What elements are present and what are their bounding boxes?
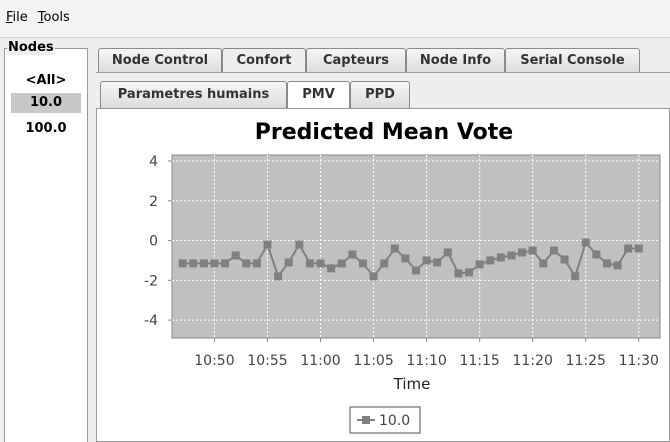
data-point — [295, 240, 304, 249]
data-point — [507, 251, 516, 260]
y-tick-label: -4 — [144, 313, 158, 329]
data-point — [199, 259, 208, 268]
data-point — [624, 244, 633, 253]
x-tick-label: 11:00 — [300, 353, 340, 369]
data-point — [581, 238, 590, 247]
y-tick-label: 0 — [149, 234, 158, 250]
data-point — [412, 266, 420, 275]
x-tick-label: 11:15 — [459, 353, 499, 369]
data-point — [274, 272, 283, 281]
data-point — [433, 258, 442, 267]
data-point — [380, 259, 389, 268]
x-tick-label: 10:55 — [247, 353, 287, 369]
data-point — [475, 260, 484, 269]
x-tick-label: 11:20 — [513, 353, 553, 369]
menu-item[interactable]: File — [6, 10, 28, 25]
nodes-title: Nodes — [7, 40, 55, 55]
data-point — [401, 254, 410, 263]
data-point — [348, 250, 357, 259]
data-point — [242, 259, 251, 268]
data-point — [454, 269, 463, 278]
data-point — [263, 240, 272, 249]
data-point — [518, 248, 527, 257]
tab-area: Node Control Confort Capteurs Node Info Seri… — [96, 48, 670, 442]
y-tick-label: 2 — [149, 194, 158, 210]
menu-bar: File Tools — [0, 0, 670, 38]
menu-item[interactable]: Tools — [37, 10, 70, 25]
x-tick-label: 11:30 — [619, 353, 659, 369]
data-point — [210, 259, 219, 268]
sub-tab[interactable]: PPD — [350, 81, 410, 108]
sub-tab[interactable]: PMV — [287, 81, 350, 108]
x-tick-label: 11:10 — [406, 353, 446, 369]
x-tick-label: 10:50 — [194, 353, 234, 369]
node-item[interactable]: 100.0 — [25, 121, 67, 136]
data-point — [560, 255, 569, 264]
data-point — [443, 248, 452, 257]
data-point — [369, 272, 378, 281]
data-point — [422, 256, 431, 265]
chart-title: Predicted Mean Vote — [255, 120, 513, 145]
data-point — [486, 256, 495, 265]
data-point — [496, 253, 505, 262]
tab[interactable]: Node Info — [406, 48, 505, 72]
data-point — [178, 259, 187, 268]
tab[interactable]: Serial Console — [505, 48, 640, 72]
data-point — [189, 259, 198, 268]
tab[interactable]: Node Control — [98, 48, 222, 72]
data-point — [634, 244, 643, 253]
data-point — [231, 251, 240, 260]
nodes-panel: Nodes <All> 10.0 100.0 — [4, 40, 88, 442]
data-point — [221, 259, 230, 268]
node-item[interactable]: <All> — [25, 73, 67, 88]
data-point — [549, 246, 558, 255]
data-point — [592, 250, 601, 259]
plot-area — [171, 154, 661, 339]
data-point — [390, 244, 399, 253]
tab[interactable]: Capteurs — [306, 48, 406, 72]
legend-marker — [362, 416, 370, 424]
data-point — [305, 259, 314, 268]
data-point — [528, 246, 537, 255]
y-tick-label: -2 — [144, 273, 158, 289]
data-point — [284, 258, 293, 267]
data-point — [539, 259, 548, 268]
legend-label: 10.0 — [379, 413, 410, 429]
data-point — [465, 268, 474, 277]
data-point — [316, 259, 325, 268]
tab[interactable]: Confort — [222, 48, 306, 72]
data-point — [252, 259, 261, 268]
data-point — [602, 259, 611, 268]
sub-tab[interactable]: Parametres humains — [100, 81, 287, 108]
y-tick-label: 4 — [149, 154, 158, 170]
node-item[interactable]: 10.0 — [11, 93, 81, 113]
data-point — [337, 259, 346, 268]
x-tick-label: 11:05 — [353, 353, 393, 369]
data-point — [358, 259, 367, 268]
data-point — [571, 272, 580, 281]
x-axis-label: Time — [393, 375, 431, 393]
x-tick-label: 11:25 — [566, 353, 606, 369]
data-point — [327, 264, 336, 273]
data-point — [613, 261, 622, 270]
